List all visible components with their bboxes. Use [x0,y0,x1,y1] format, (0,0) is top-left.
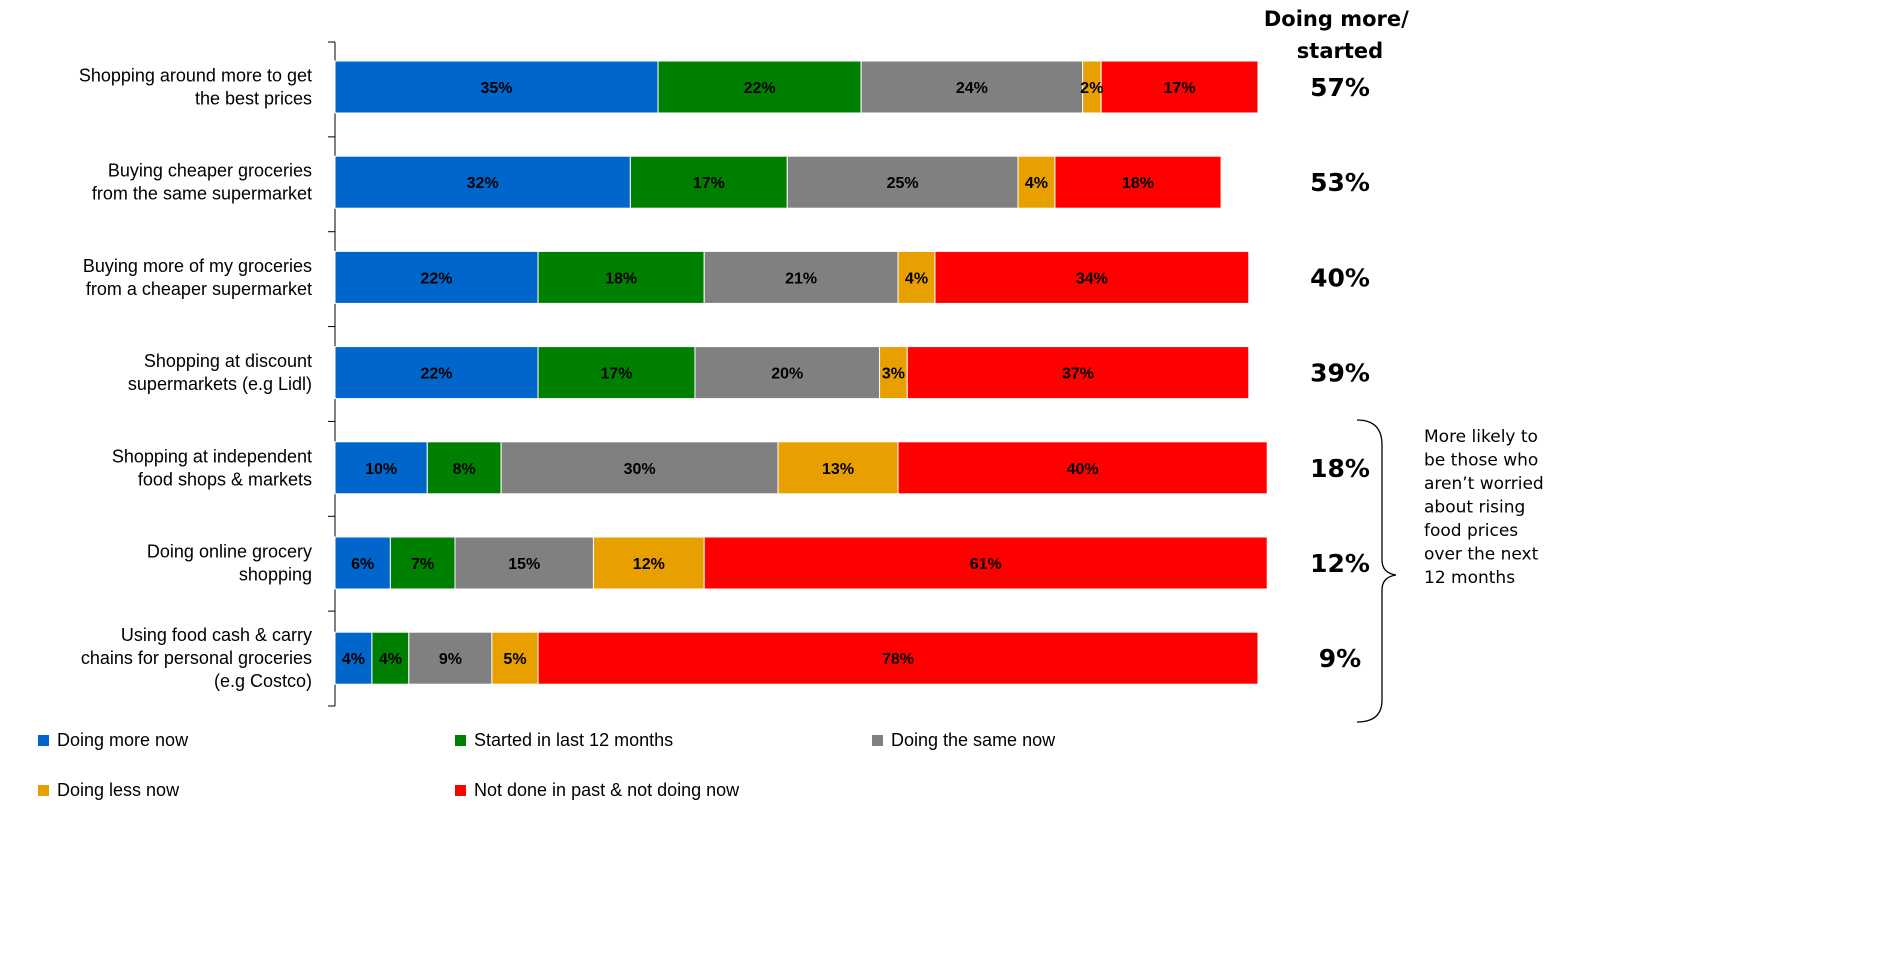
totals-header-line: started [1297,39,1383,63]
data-label: 4% [1025,175,1048,192]
legend-label: Doing the same now [891,730,1056,750]
stacked-bar-chart: Shopping around more to get the best pric… [0,0,1568,806]
legend-label: Doing less now [57,780,180,800]
totals-header-line: Doing more/ [1264,7,1409,31]
data-label: 13% [822,461,854,478]
category-label: Shopping at discount supermarkets (e.g Li… [128,351,312,394]
category-label-line: Shopping at discount [144,351,312,371]
data-label: 5% [503,651,526,668]
category-labels: Shopping around more to get the best pric… [79,66,312,692]
category-label-line: Buying cheaper groceries [108,161,312,181]
total-value: 40% [1310,263,1370,292]
legend-swatch [455,785,466,796]
data-label: 25% [887,175,919,192]
data-label: 40% [1067,461,1099,478]
category-label-line: Shopping at independent [112,446,312,466]
category-axis-ticks [328,42,335,706]
legend-item: Doing less now [38,780,180,800]
data-label: 6% [351,556,374,573]
data-label: 22% [744,80,776,97]
annotation-line: More likely to [1424,427,1538,447]
totals-values: 57% 53% 40% 39% 18% 12% 9% [1310,73,1370,673]
category-label: Shopping at independent food shops & mark… [112,446,312,489]
category-label-line: from a cheaper supermarket [86,279,312,299]
data-label: 10% [365,461,397,478]
annotation-line: over the next [1424,545,1539,565]
data-label: 15% [508,556,540,573]
data-label: 37% [1062,366,1094,383]
category-label-line: chains for personal groceries [81,648,312,668]
totals-column: Doing more/ started 57% 53% 40% 39% 18% 12% 9% [1264,7,1416,673]
legend-swatch [455,735,466,746]
legend-item: Started in last 12 months [455,730,673,750]
data-label: 34% [1076,270,1108,287]
legend-label: Not done in past & not doing now [474,780,740,800]
total-value: 18% [1310,454,1370,483]
category-label-line: supermarkets (e.g Lidl) [128,374,312,394]
legend: Doing more now Started in last 12 months D… [38,730,1056,800]
data-label: 9% [439,651,462,668]
category-label-line: from the same supermarket [92,184,312,204]
data-label: 35% [481,80,513,97]
annotation-text: More likely to be those who aren’t worried… [1424,427,1544,588]
legend-label: Doing more now [57,730,189,750]
data-label: 22% [421,366,453,383]
data-label: 4% [379,651,402,668]
category-label: Doing online grocery shopping [147,542,312,585]
data-label: 17% [600,366,632,383]
category-label: Buying cheaper groceries from the same su… [92,161,312,204]
legend-label: Started in last 12 months [474,730,673,750]
category-label: Using food cash & carry chains for person… [81,625,312,691]
data-label: 18% [605,270,637,287]
data-label: 20% [771,366,803,383]
annotation-line: aren’t worried [1424,474,1544,494]
legend-swatch [38,735,49,746]
legend-item: Not done in past & not doing now [455,780,740,800]
data-label: 21% [785,270,817,287]
legend-swatch [38,785,49,796]
total-value: 57% [1310,73,1370,102]
category-label-line: Shopping around more to get [79,66,312,86]
category-label-line: (e.g Costco) [214,671,312,691]
data-label: 2% [1080,80,1103,97]
category-label: Shopping around more to get the best pric… [79,66,312,109]
category-label-line: shopping [239,565,312,585]
data-label: 4% [342,651,365,668]
total-value: 39% [1310,359,1370,388]
annotation-line: food prices [1424,521,1518,541]
total-value: 12% [1310,549,1370,578]
data-label: 8% [453,461,476,478]
category-label-line: Doing online grocery [147,542,312,562]
category-label-line: the best prices [195,89,312,109]
category-label: Buying more of my groceries from a cheape… [83,256,312,299]
legend-item: Doing the same now [872,730,1056,750]
annotation-line: 12 months [1424,568,1515,588]
annotation: More likely to be those who aren’t worried… [1357,420,1544,722]
total-value: 53% [1310,168,1370,197]
totals-header: Doing more/ started [1264,7,1416,63]
annotation-line: be those who [1424,451,1538,471]
category-label-line: Using food cash & carry [121,625,312,645]
data-label: 18% [1122,175,1154,192]
data-label: 3% [882,366,905,383]
data-label: 17% [1164,80,1196,97]
category-axis [328,42,335,706]
data-label: 17% [693,175,725,192]
data-label: 61% [970,556,1002,573]
total-value: 9% [1319,644,1361,673]
data-label: 4% [905,270,928,287]
data-label: 7% [411,556,434,573]
category-label-line: food shops & markets [138,469,312,489]
data-label: 24% [956,80,988,97]
data-label: 78% [882,651,914,668]
annotation-line: about rising [1424,498,1525,518]
category-label-line: Buying more of my groceries [83,256,312,276]
legend-item: Doing more now [38,730,189,750]
data-label: 32% [467,175,499,192]
data-label: 12% [633,556,665,573]
legend-swatch [872,735,883,746]
data-label: 22% [421,270,453,287]
data-label: 30% [624,461,656,478]
